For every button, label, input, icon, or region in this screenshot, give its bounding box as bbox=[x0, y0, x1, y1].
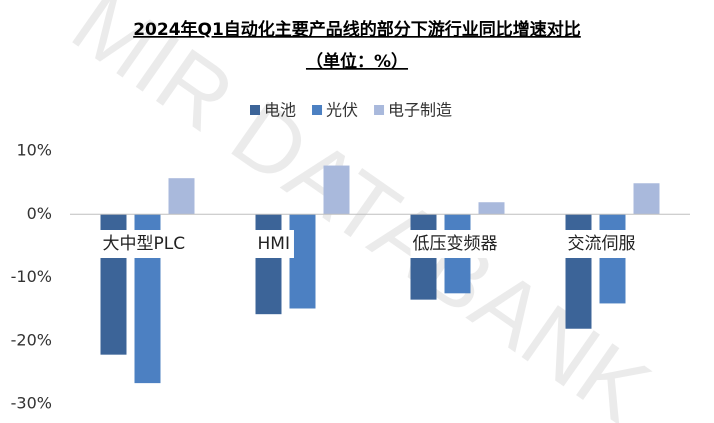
chart-title: 2024年Q1自动化主要产品线的部分下游行业同比增速对比 bbox=[133, 19, 581, 40]
x-tick-label: 交流伺服 bbox=[568, 234, 636, 254]
y-tick-label: -20% bbox=[11, 330, 52, 349]
category-label-bg bbox=[100, 230, 190, 258]
y-tick-label: 0% bbox=[27, 204, 52, 223]
legend-label: 电池 bbox=[264, 101, 296, 120]
legend-label: 光伏 bbox=[326, 101, 358, 120]
category-label-bg bbox=[410, 230, 502, 258]
bar bbox=[289, 214, 316, 309]
bar bbox=[255, 214, 282, 315]
x-tick-label: HMI bbox=[258, 234, 290, 254]
y-tick-label: -30% bbox=[11, 394, 52, 413]
y-tick-label: 10% bbox=[16, 141, 52, 160]
y-tick-label: -10% bbox=[11, 267, 52, 286]
legend-swatch bbox=[312, 105, 323, 115]
chart-subtitle: （单位：%） bbox=[306, 51, 408, 72]
x-tick-label: 低压变频器 bbox=[413, 234, 498, 254]
category-label-bg bbox=[565, 230, 640, 258]
bar bbox=[323, 165, 350, 215]
legend-swatch bbox=[374, 105, 385, 115]
bar bbox=[633, 183, 660, 215]
x-tick-label: 大中型PLC bbox=[103, 234, 186, 254]
legend-swatch bbox=[250, 105, 260, 115]
bar bbox=[168, 178, 195, 215]
bar bbox=[478, 202, 505, 215]
bar bbox=[599, 214, 626, 304]
category-label-bg bbox=[255, 230, 294, 258]
legend-label: 电子制造 bbox=[388, 101, 452, 120]
